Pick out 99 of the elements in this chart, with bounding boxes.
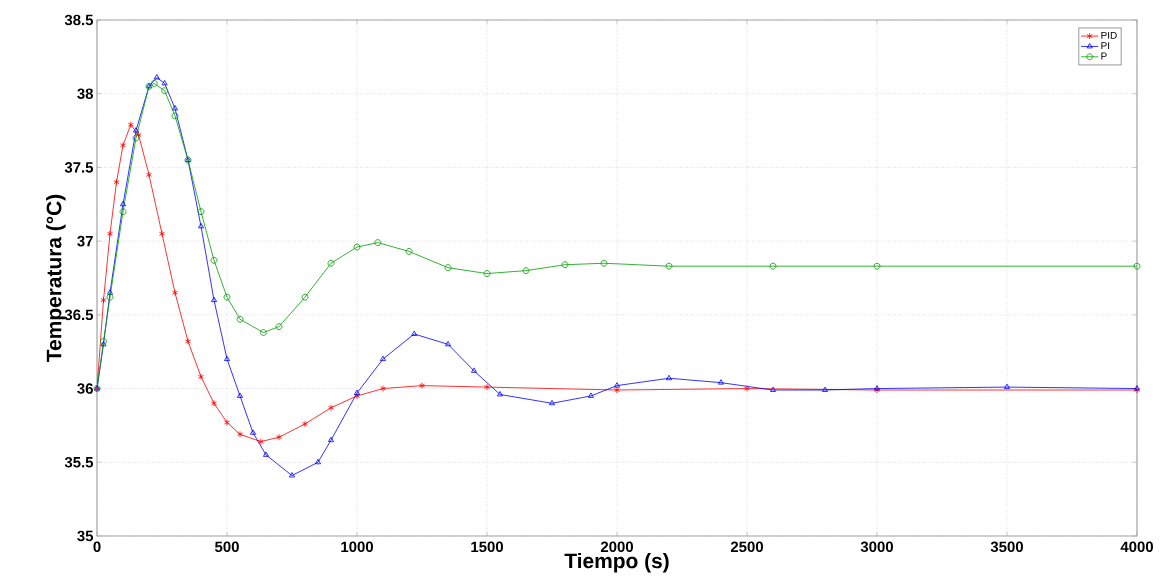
x-tick-label: 500 [215, 541, 239, 553]
point [327, 259, 335, 267]
point [119, 208, 127, 216]
point [223, 293, 231, 301]
x-tick-label: 3000 [860, 541, 893, 553]
point [257, 438, 264, 446]
point [260, 329, 267, 337]
x-axis-title: Tiempo (s) [564, 553, 669, 573]
point [822, 386, 828, 393]
point [127, 121, 134, 129]
point [769, 262, 777, 270]
point [210, 257, 218, 264]
point [198, 373, 204, 381]
point [328, 436, 334, 443]
x-tick-label: 2500 [730, 541, 763, 553]
point [161, 80, 168, 86]
point [150, 80, 158, 87]
point [133, 127, 139, 133]
point [380, 355, 386, 362]
point [444, 264, 452, 272]
point [666, 374, 672, 381]
point [236, 315, 244, 323]
x-tick-label: 4000 [1120, 541, 1153, 553]
x-tick-label: 1000 [341, 541, 373, 553]
point [522, 267, 530, 275]
x-tick-label: 3500 [990, 541, 1023, 553]
point [561, 261, 569, 269]
point [161, 87, 168, 95]
point [172, 289, 178, 297]
y-tick-label: 36 [77, 383, 93, 394]
point [497, 391, 503, 397]
point [185, 338, 191, 345]
point [873, 262, 881, 270]
point [263, 451, 269, 457]
point [354, 389, 360, 395]
y-tick-label: 37 [77, 235, 93, 247]
y-tick-label: 38 [77, 88, 94, 100]
point [614, 382, 620, 388]
point [211, 296, 217, 303]
point [374, 239, 382, 247]
point [328, 404, 334, 412]
point [419, 382, 425, 390]
y-tick-label: 36.5 [64, 309, 94, 321]
x-tick-label: 0 [93, 541, 101, 553]
point [107, 230, 113, 238]
legend-label: PI [1101, 42, 1110, 50]
legend-label: PID [1101, 32, 1117, 39]
point [354, 392, 360, 400]
point [171, 112, 179, 120]
y-tick-label: 38.5 [64, 14, 94, 26]
point [353, 243, 361, 251]
point [120, 200, 126, 207]
point [224, 419, 230, 426]
point [224, 355, 230, 362]
point [770, 386, 776, 393]
point [380, 385, 386, 393]
point [588, 392, 594, 398]
point [302, 420, 308, 428]
point [120, 142, 126, 149]
point [276, 433, 282, 441]
point [237, 430, 243, 438]
point [250, 429, 256, 435]
point [289, 472, 295, 478]
point [405, 248, 413, 255]
point [159, 230, 165, 238]
point [549, 400, 555, 406]
point [315, 458, 321, 465]
point [107, 289, 113, 295]
legend-label: P [1101, 52, 1107, 60]
point [301, 293, 309, 301]
point [237, 392, 243, 398]
point [445, 341, 451, 347]
point [113, 178, 120, 186]
point [197, 208, 205, 216]
point [744, 385, 750, 393]
x-tick-label: 2000 [600, 541, 633, 553]
point [100, 296, 107, 304]
point [153, 74, 160, 80]
point [600, 259, 608, 267]
point [106, 293, 114, 301]
point [172, 105, 178, 111]
y-tick-label: 37.5 [64, 162, 94, 173]
point [411, 330, 418, 337]
point [146, 171, 152, 179]
point [665, 262, 673, 270]
point [484, 383, 490, 391]
y-tick-label: 35 [77, 530, 94, 542]
point [1004, 383, 1010, 390]
point [211, 400, 217, 407]
point [1133, 262, 1141, 270]
point [275, 323, 283, 331]
point [198, 223, 204, 229]
y-tick-label: 35.5 [64, 457, 94, 468]
y-axis-title: Temperatura (°C) [46, 194, 66, 363]
point [471, 367, 477, 373]
x-tick-label: 1500 [471, 541, 503, 553]
point [483, 270, 491, 278]
point [614, 386, 620, 394]
point [718, 379, 724, 385]
